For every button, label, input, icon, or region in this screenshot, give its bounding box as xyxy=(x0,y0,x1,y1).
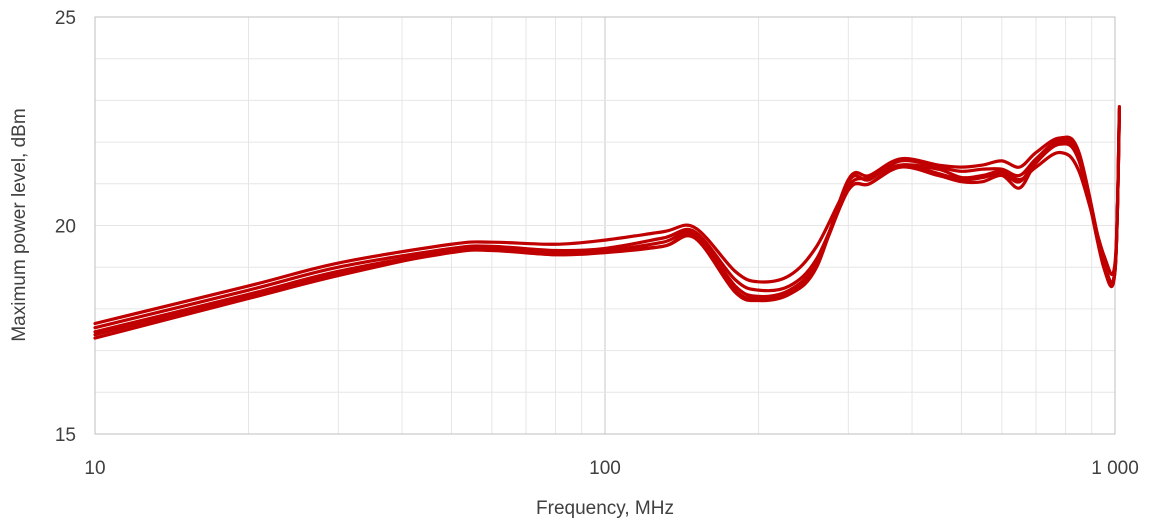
x-axis-ticks: 10 100 1 000 xyxy=(84,458,1138,479)
y-tick-label: 20 xyxy=(55,217,76,238)
y-tick-label: 15 xyxy=(55,425,76,446)
series-line-5 xyxy=(93,105,1121,340)
x-tick-label: 100 xyxy=(589,458,621,479)
y-axis-ticks: 15 20 25 xyxy=(55,8,76,446)
series-group xyxy=(93,105,1121,340)
grid xyxy=(95,17,1115,434)
x-axis-title: Frequency, MHz xyxy=(536,498,674,519)
y-axis-title: Maximum power level, dBm xyxy=(9,108,30,341)
x-tick-label: 10 xyxy=(84,458,105,479)
x-tick-label: 1 000 xyxy=(1091,458,1139,479)
y-tick-label: 25 xyxy=(55,8,76,29)
plot-area-frame xyxy=(94,16,1116,435)
